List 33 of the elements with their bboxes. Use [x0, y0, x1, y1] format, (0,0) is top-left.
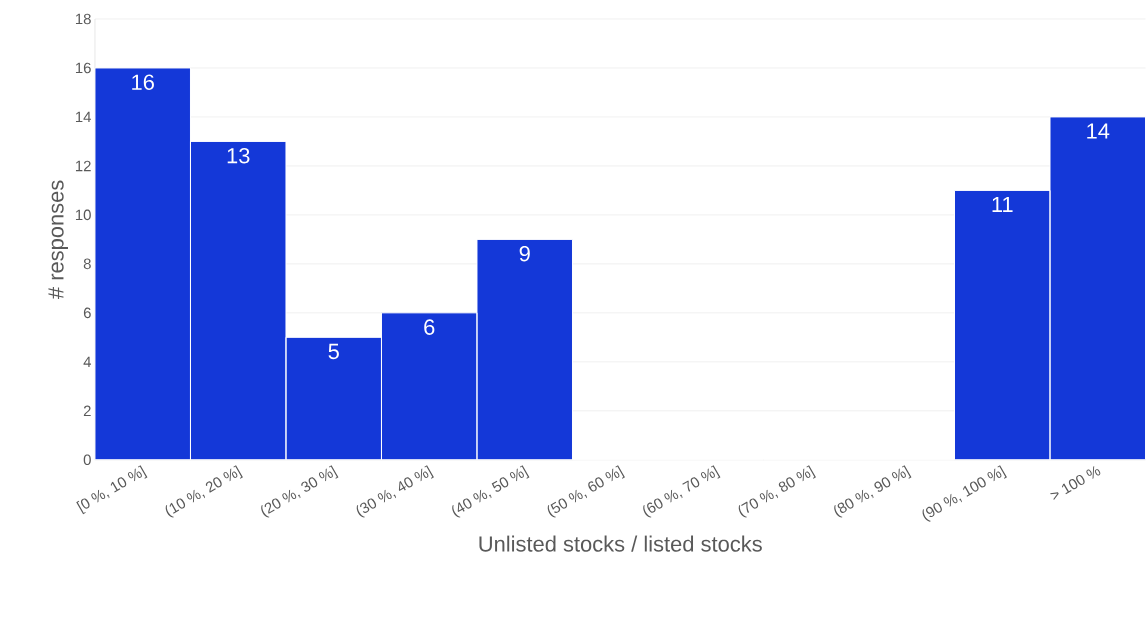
bar	[1049, 116, 1146, 461]
data-label: 11	[992, 197, 1013, 213]
y-tick-label: 2	[83, 405, 91, 417]
y-axis-title: # responses	[48, 180, 68, 300]
data-label: 16	[132, 74, 154, 91]
data-label: 9	[519, 246, 530, 262]
y-tick-label: 12	[75, 160, 91, 172]
x-tick-label: (80 %, 90 %]	[834, 465, 912, 518]
x-tick-label: (40 %, 50 %]	[452, 465, 530, 518]
x-tick-label: (90 %, 100 %]	[922, 465, 1007, 522]
data-label: 6	[424, 319, 435, 336]
y-tick-label: 4	[83, 356, 92, 368]
y-tick-label: 0	[83, 454, 91, 466]
data-label: 14	[1087, 123, 1110, 139]
x-tick-label: > 100 %	[1050, 466, 1101, 501]
x-tick-label: (20 %, 30 %]	[261, 465, 339, 518]
y-tick-label: 10	[75, 209, 91, 221]
x-tick-label: (70 %, 80 %]	[738, 465, 816, 518]
y-tick-label: 6	[83, 307, 91, 319]
y-tick-label: 8	[83, 258, 91, 270]
bar	[954, 190, 1051, 460]
x-tick-label: (50 %, 60 %]	[547, 465, 625, 518]
x-tick-label: (30 %, 40 %]	[356, 465, 434, 518]
data-label: 13	[227, 148, 250, 164]
x-tick-label: [0 %, 10 %]	[76, 465, 148, 515]
bar	[476, 239, 573, 460]
x-tick-label: (60 %, 70 %]	[643, 465, 721, 518]
x-tick-label: (10 %, 20 %]	[165, 465, 243, 518]
y-tick-label: 16	[75, 62, 91, 74]
y-tick-label: 18	[75, 13, 91, 25]
x-axis-title: Unlisted stocks / listed stocks	[479, 535, 762, 552]
y-tick-label: 14	[75, 111, 92, 123]
data-label: 5	[328, 344, 339, 360]
